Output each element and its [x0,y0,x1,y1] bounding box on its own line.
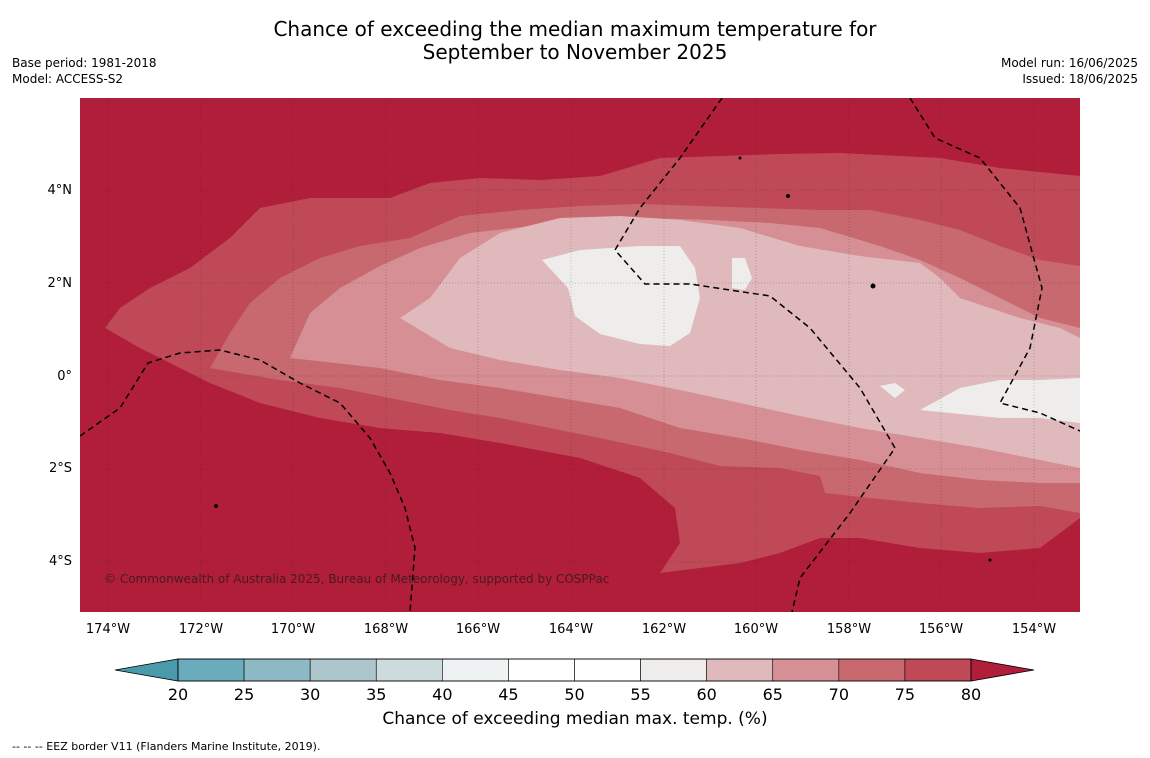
eez-borders [80,98,1080,612]
colorbar-tick-label: 75 [894,685,916,704]
colorbar-tick-label: 60 [696,685,717,704]
colorbar-cells [177,658,972,682]
island-dot-1 [870,283,876,289]
band-55 [542,246,700,346]
lon-label-174w: 174°W [85,622,131,637]
run-info: Model run: 16/06/2025 Issued: 18/06/2025 [1001,55,1138,87]
issued-text: Issued: 18/06/2025 [1022,72,1138,86]
colorbar-arrow-left [114,658,179,682]
colorbar-tick-label: 80 [960,685,982,704]
colorbar-tick-label: 65 [762,685,783,704]
island-dot-2 [786,194,790,198]
band-55-small [732,258,752,290]
colorbar-cell [177,658,245,682]
map-title: Chance of exceeding the median maximum t… [0,18,1150,64]
colorbar-frame [177,658,972,682]
colorbar-tick-label: 70 [828,685,849,704]
lon-label-170w: 170°W [270,622,316,637]
colorbar-cell [243,658,311,682]
lon-label-162w: 162°W [641,622,687,637]
colorbar-cell [838,658,906,682]
base-period-text: Base period: 1981-2018 [12,56,157,70]
colorbar-title: Chance of exceeding median max. temp. (%… [382,709,768,729]
eez-border-west [80,349,416,612]
lon-label-158w: 158°W [826,622,872,637]
lon-label-154w: 154°W [1011,622,1057,637]
colorbar-cell [904,658,972,682]
colorbar-cell [574,658,641,682]
colorbar-cell [309,658,377,682]
copyright-notice: © Commonwealth of Australia 2025, Bureau… [104,572,610,586]
lat-label-4n: 4°N [47,183,73,198]
band-55-east [920,378,1080,423]
lat-label-2n: 2°N [47,276,73,291]
title-line-1: Chance of exceeding the median maximum t… [273,17,877,41]
lon-label-172w: 172°W [178,622,224,637]
lon-label-156w: 156°W [918,622,964,637]
probability-map[interactable]: © Commonwealth of Australia 2025, Bureau… [80,98,1080,612]
colorbar-tick-label: 35 [366,685,387,704]
colorbar-tick-label: 40 [432,685,453,704]
lon-label-160w: 160°W [733,622,779,637]
colorbar-cell [508,658,575,682]
colorbar-tick-label: 20 [167,685,189,704]
islands [214,156,992,562]
colorbar-tick-label: 25 [233,685,255,704]
eez-footnote: -- -- -- EEZ border V11 (Flanders Marine… [12,740,321,753]
colorbar-cell [640,658,707,682]
lon-label-164w: 164°W [548,622,594,637]
eez-border-east [909,98,1080,432]
island-dot-5 [988,558,992,562]
lat-label-2s: 2°S [48,461,72,476]
colorbar-cell [772,658,840,682]
colorbar-arrow-right [970,658,1035,682]
lon-label-168w: 168°W [363,622,409,637]
island-dot-3 [214,504,218,508]
colorbar-tick-label: 55 [630,685,651,704]
lon-label-166w: 166°W [455,622,501,637]
colorbar-tick-label: 30 [299,685,321,704]
title-line-2: September to November 2025 [422,40,728,64]
island-dot-4 [738,156,742,160]
colorbar-tick-label: 45 [498,685,519,704]
colorbar-cell [442,658,509,682]
band-55-dot [880,383,905,398]
eez-border-central [614,98,896,612]
lat-label-0: 0° [57,369,72,384]
map-svg [80,98,1080,612]
model-name-text: Model: ACCESS-S2 [12,72,124,86]
lat-label-4s: 4°S [48,554,72,569]
colorbar-cell [375,658,443,682]
colorbar [114,658,1035,682]
model-run-text: Model run: 16/06/2025 [1000,56,1138,70]
colorbar-cell [706,658,774,682]
colorbar-tick-label: 50 [564,685,585,704]
model-info: Base period: 1981-2018 Model: ACCESS-S2 [12,55,157,87]
